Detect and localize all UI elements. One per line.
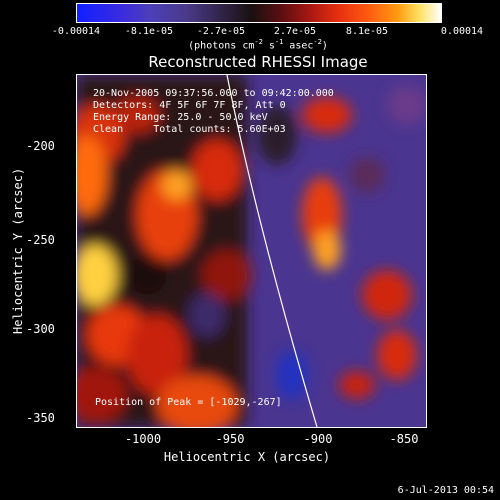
- colorbar-tick: 8.1e-05: [345, 26, 389, 37]
- colorbar-tick: -0.00014: [51, 26, 101, 37]
- y-tick-label: -300: [26, 322, 55, 336]
- rhessi-image-map: [77, 75, 426, 427]
- colorbar: [76, 3, 442, 23]
- y-tick-label: -350: [26, 411, 55, 425]
- y-axis-label: Heliocentric Y (arcsec): [11, 167, 25, 334]
- colorbar-tick: -2.7e-05: [196, 26, 246, 37]
- x-tick-label: -950: [215, 432, 245, 446]
- y-tick-label: -250: [26, 233, 55, 247]
- colorbar-tick: 0.00014: [440, 26, 484, 37]
- x-axis-label: Heliocentric X (arcsec): [163, 450, 331, 464]
- y-tick-label: -200: [26, 139, 55, 153]
- colorbar-units: (photons cm-2 s-1 asec-2): [188, 38, 328, 52]
- observation-info: 20-Nov-2005 09:37:56.000 to 09:42:00.000…: [93, 88, 334, 135]
- image-title: Reconstructed RHESSI Image: [148, 53, 368, 71]
- x-tick-label: -900: [303, 432, 333, 446]
- render-date: 6-Jul-2013 00:54: [397, 485, 494, 496]
- rhessi-image: [76, 74, 427, 428]
- x-tick-label: -1000: [124, 432, 162, 446]
- peak-position: Position of Peak = [-1029,-267]: [95, 397, 282, 408]
- colorbar-tick: 2.7e-05: [273, 26, 317, 37]
- colorbar-tick: -8.1e-05: [124, 26, 174, 37]
- x-tick-label: -850: [389, 432, 419, 446]
